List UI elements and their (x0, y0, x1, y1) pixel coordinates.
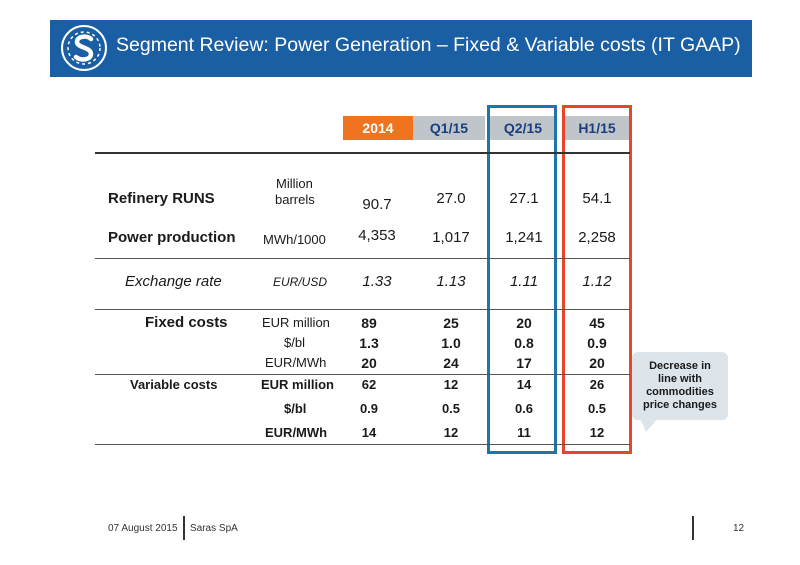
refinery-runs-unit-1: Million (276, 176, 313, 191)
footer-company: Saras SpA (190, 523, 238, 534)
power-production-q2: 1,241 (505, 229, 543, 246)
variable-costs-label: Variable costs (130, 377, 218, 392)
fixed-costs-per-bl-q1: 1.0 (441, 335, 461, 351)
fixed-costs-per-bl-unit: $/bl (284, 335, 305, 350)
variable-costs-eur-million-unit: EUR million (261, 377, 334, 392)
variable-costs-eur-mwh-q2: 11 (517, 425, 531, 440)
exchange-rate-q2: 1.11 (509, 273, 539, 290)
col-header-2014: 2014 (343, 116, 413, 140)
variable-costs-eur-mwh-h1: 12 (589, 425, 605, 440)
fixed-costs-eur-million-2014: 89 (361, 315, 377, 331)
fixed-costs-eur-mwh-unit: EUR/MWh (265, 355, 327, 370)
variable-costs-per-bl-2014: 0.9 (359, 401, 379, 416)
refinery-runs-q2: 27.1 (509, 190, 539, 207)
power-production-2014: 4,353 (358, 227, 396, 244)
refinery-runs-unit-2: barrels (275, 192, 315, 207)
q2-highlight-box (487, 105, 557, 454)
variable-costs-eur-mwh-unit: EUR/MWh (265, 425, 328, 440)
variable-costs-per-bl-h1: 0.5 (587, 401, 607, 416)
callout-note: Decrease in line with commodities price … (632, 352, 728, 420)
footer-page-number: 12 (733, 523, 745, 534)
variable-costs-per-bl-q2: 0.6 (514, 401, 534, 416)
col-header-h1-15: H1/15 (565, 116, 629, 140)
footer-divider (183, 516, 185, 540)
fixed-costs-eur-million-q1: 25 (443, 315, 459, 331)
row-divider (95, 444, 630, 445)
fixed-costs-eur-mwh-q1: 24 (443, 355, 459, 371)
fixed-costs-eur-million-q2: 20 (516, 315, 532, 331)
fixed-costs-label: Fixed costs (145, 314, 228, 331)
saras-logo-icon (61, 25, 107, 71)
h1-highlight-box (562, 105, 632, 454)
fixed-costs-eur-million-h1: 45 (589, 315, 605, 331)
power-production-q1: 1,017 (432, 229, 470, 246)
exchange-rate-label: Exchange rate (125, 273, 222, 290)
refinery-runs-label: Refinery RUNS (108, 190, 215, 207)
variable-costs-eur-million-q1: 12 (443, 377, 459, 392)
variable-costs-eur-million-q2: 14 (516, 377, 532, 392)
footer-divider (692, 516, 694, 540)
callout-tail (640, 418, 658, 432)
exchange-rate-2014: 1.33 (362, 273, 392, 290)
variable-costs-eur-million-2014: 62 (361, 377, 377, 392)
exchange-rate-h1: 1.12 (582, 273, 612, 290)
callout-line: Decrease in (649, 360, 711, 372)
row-divider (95, 258, 630, 259)
power-production-unit: MWh/1000 (263, 232, 326, 247)
exchange-rate-unit: EUR/USD (273, 275, 328, 289)
table-top-rule (95, 152, 630, 154)
fixed-costs-eur-million-unit: EUR million (262, 315, 330, 330)
row-divider (95, 374, 630, 375)
fixed-costs-per-bl-2014: 1.3 (359, 335, 379, 351)
callout-line: commodities (646, 386, 714, 398)
variable-costs-per-bl-unit: $/bl (284, 401, 307, 416)
col-header-q2-15: Q2/15 (490, 116, 556, 140)
col-header-q1-15: Q1/15 (413, 116, 485, 140)
variable-costs-per-bl-q1: 0.5 (441, 401, 461, 416)
callout-line: price changes (643, 399, 717, 411)
refinery-runs-h1: 54.1 (582, 190, 612, 207)
fixed-costs-eur-mwh-2014: 20 (361, 355, 377, 371)
fixed-costs-eur-mwh-q2: 17 (516, 355, 532, 371)
slide-header: Segment Review: Power Generation – Fixed… (50, 20, 752, 77)
fixed-costs-eur-mwh-h1: 20 (589, 355, 605, 371)
callout-line: line with (658, 373, 702, 385)
fixed-costs-per-bl-q2: 0.8 (514, 335, 534, 351)
variable-costs-eur-mwh-q1: 12 (443, 425, 459, 440)
slide-title: Segment Review: Power Generation – Fixed… (116, 34, 741, 56)
footer-date: 07 August 2015 (108, 523, 178, 534)
power-production-h1: 2,258 (578, 229, 616, 246)
variable-costs-eur-million-h1: 26 (589, 377, 605, 392)
variable-costs-eur-mwh-2014: 14 (361, 425, 377, 440)
refinery-runs-q1: 27.0 (436, 190, 466, 207)
exchange-rate-q1: 1.13 (436, 273, 466, 290)
row-divider (95, 309, 630, 310)
fixed-costs-per-bl-h1: 0.9 (587, 335, 607, 351)
power-production-label: Power production (108, 229, 236, 246)
refinery-runs-2014: 90.7 (362, 196, 392, 213)
